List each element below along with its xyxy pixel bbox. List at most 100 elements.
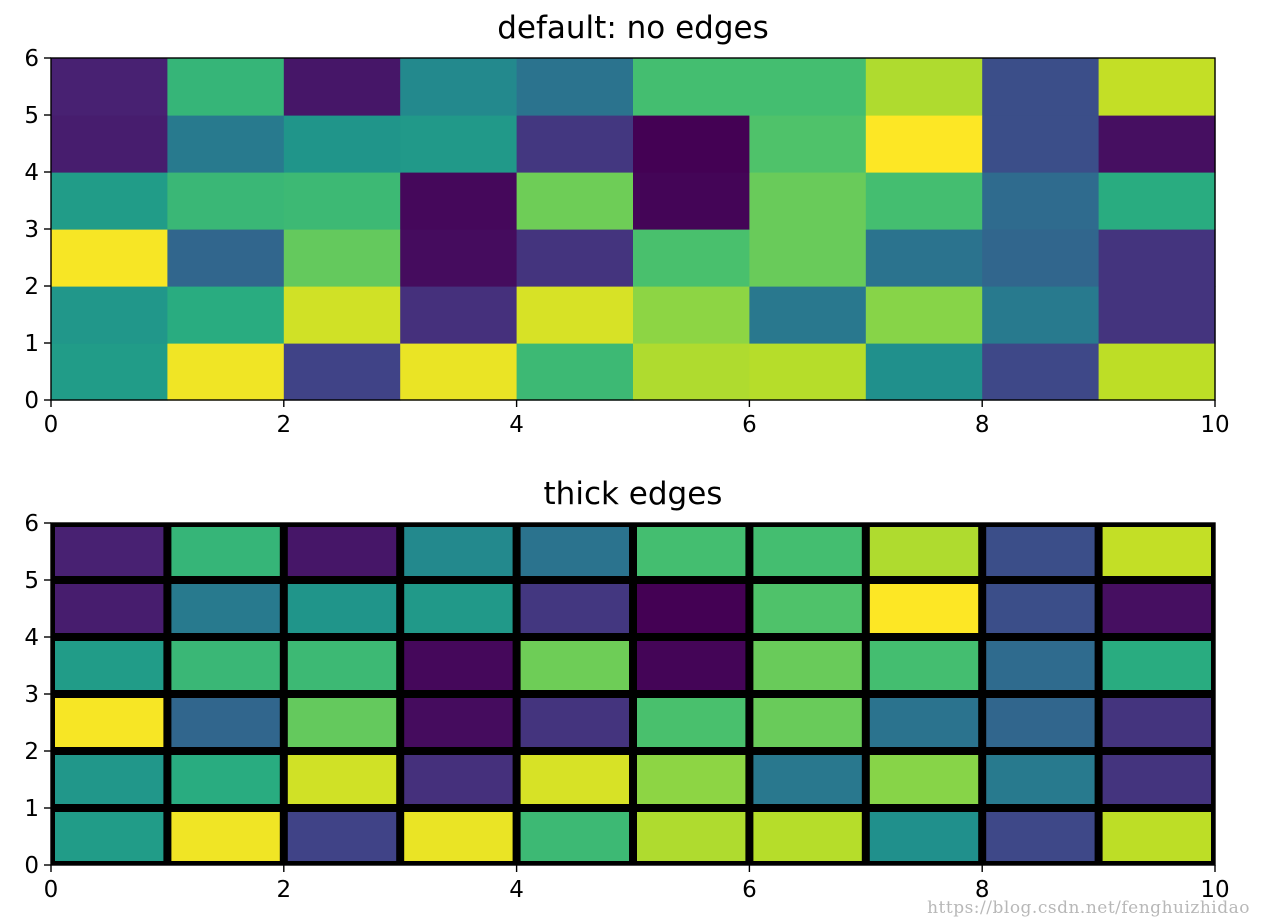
heatmap-cell — [283, 58, 401, 116]
y-tick-label: 2 — [24, 274, 39, 300]
x-tick-label: 0 — [44, 412, 59, 438]
heatmap-cell — [1098, 286, 1216, 344]
heatmap-cell — [637, 527, 746, 576]
heatmap-cell — [1098, 229, 1216, 287]
heatmap-cell — [171, 584, 280, 633]
heatmap-cell — [869, 698, 979, 747]
heatmap-cell — [55, 698, 164, 747]
heatmap-cell — [404, 698, 513, 747]
heatmap-cell — [51, 343, 168, 401]
y-tick-label: 3 — [24, 217, 39, 243]
heatmap-cell — [400, 343, 518, 401]
heatmap-cell — [753, 755, 862, 804]
heatmap-cell — [753, 527, 862, 576]
heatmap-cell — [516, 229, 634, 287]
heatmap-cell — [986, 698, 1095, 747]
heatmap-cell — [986, 584, 1095, 633]
x-tick-label: 6 — [742, 877, 757, 903]
y-tick-label: 0 — [24, 853, 39, 879]
heatmap-cell — [171, 698, 280, 747]
heatmap-cell — [1102, 641, 1211, 690]
heatmap-cell — [283, 172, 401, 230]
heatmap-cell — [167, 229, 285, 287]
heatmap-cell — [749, 286, 867, 344]
y-tick-label: 4 — [24, 625, 39, 651]
y-tick-label: 2 — [24, 739, 39, 765]
heatmap-cell — [982, 115, 1100, 173]
heatmap-cell — [869, 584, 979, 633]
x-tick-label: 0 — [44, 877, 59, 903]
heatmap-cell — [753, 584, 862, 633]
heatmap-cell — [1102, 584, 1211, 633]
heatmap-cell — [869, 755, 979, 804]
heatmap-cell — [283, 115, 401, 173]
heatmap-cell — [516, 343, 634, 401]
heatmap-cell — [633, 58, 750, 116]
heatmap-cell — [55, 527, 164, 576]
heatmap-cell — [637, 698, 746, 747]
heatmap-cell — [55, 584, 164, 633]
x-tick-label: 8 — [975, 877, 990, 903]
heatmap-cell — [51, 286, 168, 344]
heatmap-cell — [283, 229, 401, 287]
heatmap-cell — [520, 812, 629, 861]
heatmap-cell — [520, 641, 629, 690]
heatmap-cell — [167, 286, 285, 344]
heatmap-cell — [633, 172, 750, 230]
heatmap-cell — [520, 698, 629, 747]
heatmap-cell — [982, 172, 1100, 230]
heatmap-cell — [1098, 58, 1216, 116]
x-tick-label: 4 — [509, 412, 524, 438]
heatmap-cell — [51, 58, 168, 116]
heatmap-cell — [516, 58, 634, 116]
heatmap-cell — [633, 286, 750, 344]
heatmap-cell — [287, 698, 397, 747]
heatmap-cell — [287, 641, 397, 690]
heatmap-cell — [404, 584, 513, 633]
heatmap-cell — [1102, 698, 1211, 747]
heatmap-cell — [749, 172, 867, 230]
heatmap-cell — [1098, 172, 1216, 230]
chart-title: thick edges — [544, 476, 723, 512]
y-tick-label: 1 — [24, 796, 39, 822]
heatmap-cell — [287, 527, 397, 576]
x-tick-label: 2 — [276, 877, 291, 903]
heatmap-cell — [520, 584, 629, 633]
heatmap-cell — [400, 115, 518, 173]
heatmap-cell — [753, 641, 862, 690]
heatmap-cell — [749, 229, 867, 287]
heatmap-cell — [171, 641, 280, 690]
x-tick-label: 4 — [509, 877, 524, 903]
heatmap-cell — [171, 527, 280, 576]
heatmap-cell — [982, 229, 1100, 287]
heatmap-cell — [869, 527, 979, 576]
heatmap-cell — [982, 343, 1100, 401]
chart-title: default: no edges — [497, 10, 769, 46]
x-tick-label: 8 — [975, 412, 990, 438]
heatmap-cell — [637, 584, 746, 633]
heatmap-cell — [51, 115, 168, 173]
heatmap-cell — [55, 755, 164, 804]
heatmap-cell — [1098, 115, 1216, 173]
heatmap-cell — [520, 755, 629, 804]
heatmap-cell — [633, 115, 750, 173]
y-tick-label: 0 — [24, 388, 39, 414]
x-tick-label: 6 — [742, 412, 757, 438]
heatmap-cell — [167, 343, 285, 401]
heatmap-cell — [865, 58, 983, 116]
heatmap-cell — [633, 343, 750, 401]
heatmap-cell — [982, 58, 1100, 116]
heatmap-cell — [404, 812, 513, 861]
heatmap-cell — [51, 172, 168, 230]
bottom-heatmap-panel: thick edges 0 2 4 6 8 10 0 1 2 3 4 5 6 — [24, 476, 1229, 903]
heatmap-cell — [749, 115, 867, 173]
heatmap-cell — [637, 641, 746, 690]
heatmap-cell — [516, 115, 634, 173]
y-tick-label: 5 — [24, 103, 39, 129]
heatmap-cell — [51, 229, 168, 287]
x-tick-label: 10 — [1200, 877, 1229, 903]
heatmap-cell — [986, 755, 1095, 804]
y-tick-label: 6 — [24, 46, 39, 72]
heatmap-cell — [865, 172, 983, 230]
